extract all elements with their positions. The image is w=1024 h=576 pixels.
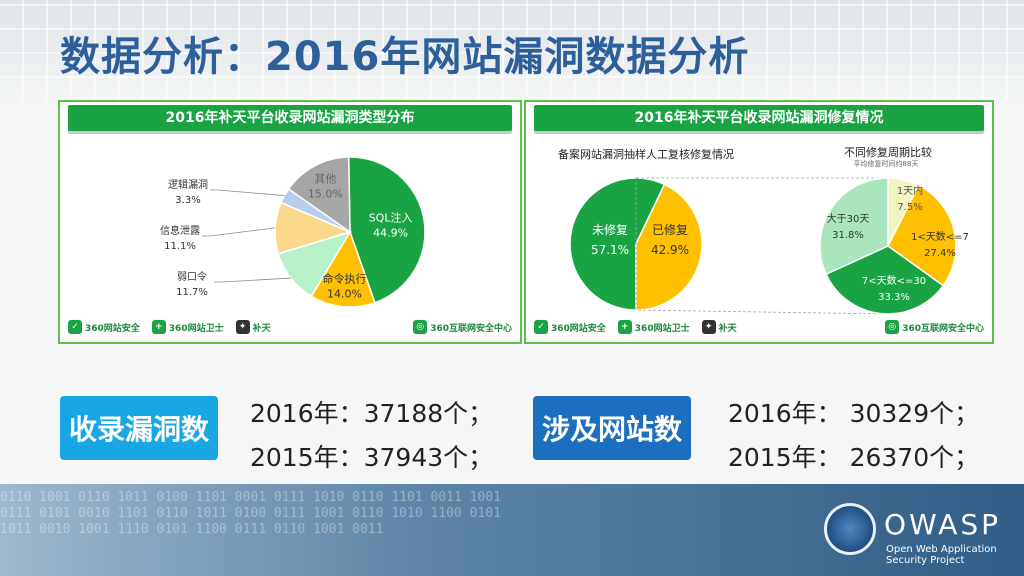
fix-period-label-3: 大于30天 [827, 212, 870, 225]
logo-butian: ✦ 补天 [701, 320, 737, 334]
fix-period-slice-2 [825, 245, 945, 315]
vuln-type-label-2: 弱口令 [177, 270, 207, 283]
vuln-count-label: 收录漏洞数 [60, 396, 218, 460]
fix-period-slice-1 [887, 184, 957, 287]
vuln-type-pct-5: 15.0% [308, 188, 343, 201]
vuln-type-pct-0: 44.9% [373, 227, 408, 240]
vuln-type-panel: 2016年补天平台收录网站漏洞类型分布 SQL注入 44.9% 命令执行 14.0% 其… [58, 100, 522, 344]
header-background [0, 0, 1024, 100]
fix-status-slice-1 [635, 183, 703, 311]
vuln-type-slice-5 [287, 156, 351, 234]
vuln-type-header: 2016年补天平台收录网站漏洞类型分布 [68, 105, 512, 131]
fix-period-label-2: 7<天数<=30 [862, 274, 926, 287]
page-title: 数据分析：2016年网站漏洞数据分析 [60, 34, 750, 80]
shield-icon: ✓ [534, 320, 548, 334]
fix-period-slice-3 [819, 177, 889, 276]
site-count-label: 涉及网站数 [533, 396, 691, 460]
logo-360-wangzhan: +360网站卫士 [617, 320, 690, 334]
vuln-fix-panel: 2016年补天平台收录网站漏洞修复情况 备案网站漏洞抽样人工复核修复情况 不同修复… [524, 100, 994, 344]
vuln-type-slice-0 [347, 156, 426, 304]
site-count-2015: 2015年： 26370个； [728, 443, 980, 472]
vuln-type-label-0: SQL注入 [369, 211, 413, 225]
vuln-type-label-1: 命令执行 [323, 272, 367, 286]
vuln-type-leader-3 [202, 227, 276, 237]
sub-title-note: 平均修复时间约88天 [854, 159, 919, 168]
fix-period-label-1: 1<天数<=7 [911, 230, 969, 243]
fix-status-label-1: 已修复 [652, 222, 688, 237]
vuln-type-label-5: 其他 [314, 173, 336, 186]
owasp-wasp-icon [824, 503, 876, 555]
logo-360-webscan: ✓ 360网站安全 [68, 320, 140, 334]
fix-period-pct-1: 27.4% [924, 248, 956, 259]
cross-shield-icon: + [151, 320, 166, 334]
sub-title-left: 备案网站漏洞抽样人工复核修复情况 [558, 147, 734, 161]
fix-status-pct-1: 42.9% [651, 243, 689, 257]
fix-status-label-0: 未修复 [592, 222, 628, 237]
vuln-type-pct-2: 11.7% [176, 287, 208, 298]
logo-butian: ✦ 补天 [235, 320, 271, 334]
butian-icon: ✦ [235, 320, 250, 334]
owasp-subtitle: Open Web Application Security Project [886, 544, 997, 566]
fix-period-pct-2: 33.3% [878, 292, 910, 303]
vuln-count-2016: 2016年：37188个； [250, 399, 494, 428]
cross-shield-icon: + [617, 320, 632, 334]
site-count-2016: 2016年： 30329个； [728, 399, 980, 428]
fix-status-pct-0: 57.1% [591, 243, 629, 257]
logo-360-webscan: ✓ 360网站安全 [534, 320, 606, 334]
vuln-type-leader-4 [210, 189, 285, 196]
logo-360-center: ◎ 360互联网安全中心 [413, 320, 512, 334]
butian-icon: ✦ [701, 320, 716, 334]
fix-period-label-0: 1天内 [897, 184, 923, 197]
vuln-count-2015: 2015年：37943个； [250, 443, 494, 472]
vuln-type-pct-3: 11.1% [164, 241, 196, 252]
logo-360-wangzhan: +360网站卫士 [151, 320, 224, 334]
vuln-type-pct-1: 14.0% [327, 288, 362, 301]
owasp-name: OWASP [884, 508, 1002, 541]
vuln-type-label-3: 信息泄露 [160, 224, 200, 237]
fix-period-pct-3: 31.8% [832, 230, 864, 241]
circle-icon: ◎ [413, 320, 428, 334]
logo-row-left: ✓ 360网站安全 +360网站卫士 ✦ 补天 ◎ 360互联网安全中心 [68, 316, 512, 338]
fix-status-slice-0 [569, 177, 666, 311]
vuln-type-pie-chart: SQL注入 44.9% 命令执行 14.0% 其他 15.0% 弱口令 11.7% 信息泄露 11… [160, 156, 426, 308]
shield-icon: ✓ [68, 320, 82, 334]
vuln-type-leader-2 [214, 277, 291, 283]
vuln-type-slice-1 [310, 230, 376, 308]
vuln-type-pct-4: 3.3% [175, 195, 200, 206]
binary-decoration: 0110 1001 0110 1011 0100 1101 0001 0111 … [0, 490, 501, 537]
fix-period-pct-0: 7.5% [897, 202, 922, 213]
sub-title-right: 不同修复周期比较 [844, 145, 932, 159]
circle-icon: ◎ [885, 320, 900, 334]
logo-row-right: ✓ 360网站安全 +360网站卫士 ✦ 补天 ◎ 360互联网安全中心 [534, 316, 984, 338]
vuln-fix-header: 2016年补天平台收录网站漏洞修复情况 [534, 105, 984, 131]
vuln-type-label-4: 逻辑漏洞 [168, 178, 208, 191]
logo-360-center: ◎ 360互联网安全中心 [885, 320, 984, 334]
